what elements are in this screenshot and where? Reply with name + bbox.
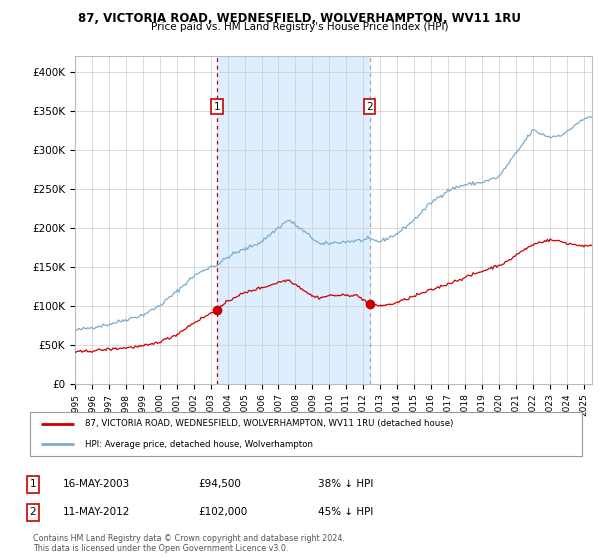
- Text: 87, VICTORIA ROAD, WEDNESFIELD, WOLVERHAMPTON, WV11 1RU: 87, VICTORIA ROAD, WEDNESFIELD, WOLVERHA…: [79, 12, 521, 25]
- Text: Price paid vs. HM Land Registry's House Price Index (HPI): Price paid vs. HM Land Registry's House …: [151, 22, 449, 32]
- Text: £102,000: £102,000: [198, 507, 247, 517]
- FancyBboxPatch shape: [30, 412, 582, 456]
- Text: 1: 1: [29, 479, 37, 489]
- Text: 87, VICTORIA ROAD, WEDNESFIELD, WOLVERHAMPTON, WV11 1RU (detached house): 87, VICTORIA ROAD, WEDNESFIELD, WOLVERHA…: [85, 419, 454, 428]
- Bar: [217, 56, 370, 384]
- Text: 11-MAY-2012: 11-MAY-2012: [63, 507, 130, 517]
- Text: 1: 1: [214, 102, 220, 111]
- Text: Contains HM Land Registry data © Crown copyright and database right 2024.
This d: Contains HM Land Registry data © Crown c…: [33, 534, 345, 553]
- Text: 16-MAY-2003: 16-MAY-2003: [63, 479, 130, 489]
- Text: HPI: Average price, detached house, Wolverhampton: HPI: Average price, detached house, Wolv…: [85, 440, 313, 449]
- Text: 2: 2: [29, 507, 37, 517]
- Text: 2: 2: [366, 102, 373, 111]
- Text: 45% ↓ HPI: 45% ↓ HPI: [318, 507, 373, 517]
- Text: £94,500: £94,500: [198, 479, 241, 489]
- Text: 38% ↓ HPI: 38% ↓ HPI: [318, 479, 373, 489]
